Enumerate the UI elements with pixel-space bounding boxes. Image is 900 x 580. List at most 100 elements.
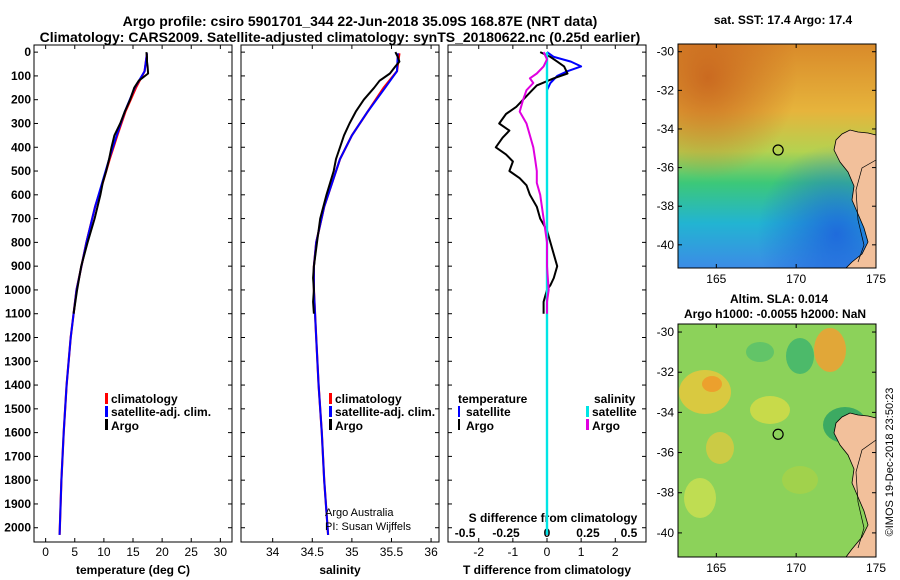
s-tick-label: -0.5 [455,526,476,540]
sst-float-marker [772,144,784,156]
lon-tick-label: 175 [866,561,886,575]
x-tick-label: 0 [42,545,49,559]
panel-frame [33,44,233,543]
x-tick-label: 36 [424,545,438,559]
lat-tick-label: -34 [657,405,675,419]
title-line2: Climatology: CARS2009. Satellite-adjuste… [40,29,641,45]
profile-panel-1: 34 34.5 35 35.5 36 salinity [240,44,440,577]
difference-legend: temperature satellite Argo salinity sate… [458,392,637,433]
sla-blob [684,478,716,518]
legend-t-satellite-label: satellite [466,405,511,419]
lat-tick-label: -40 [657,238,675,252]
sst-land [833,129,877,269]
x-tick-label: 1 [578,545,585,559]
sla-map-frame [677,323,877,558]
sla-blob [702,376,722,392]
legend-climatology-swatch [105,393,108,404]
legend-climatology-label: climatology [111,392,178,406]
depth-tick-label: 100 [11,69,31,83]
sst-map: 165 170 175 -30 -32 -34 -36 -38 -40 [657,43,886,286]
lat-tick-label: -40 [657,526,675,540]
legend-satellite-swatch [105,406,108,417]
x-tick-label: 34.5 [301,545,325,559]
sst-contour [855,159,877,263]
lat-tick-label: -36 [657,446,675,460]
depth-tick-label: 1800 [4,473,31,487]
legend-s-satellite-label: satellite [592,405,637,419]
x-axis-label: T difference from climatology [463,563,631,577]
lat-tick-label: -34 [657,122,675,136]
depth-tick-label: 800 [11,235,31,249]
legend-satellite-label: satellite-adj. clim. [111,405,211,419]
lat-tick-label: -30 [657,45,675,59]
legend-t-satellite-swatch [458,406,460,417]
sla-blob [746,342,774,362]
x-tick-label: 10 [97,545,111,559]
x-tick-label: 35 [345,545,359,559]
sla-blob [782,466,818,494]
depth-tick-label: 1700 [4,449,31,463]
credit-timestamp: ©IMOS 19-Dec-2018 23:50:23 [884,388,896,537]
depth-tick-label: 1100 [5,307,31,321]
series-line-argo [72,51,150,314]
x-tick-label: 15 [126,545,140,559]
lat-tick-label: -38 [657,486,675,500]
profile-panels: 0100200300400500600700800900100011001200… [4,44,647,577]
sla-land [833,412,877,558]
credit-pi: PI: Susan Wijffels [325,521,411,533]
x-tick-label: 0 [544,545,551,559]
sst-map-frame [677,43,877,269]
sla-map-title-line1: Altim. SLA: 0.014 [730,292,828,306]
x-tick-label: 25 [185,545,199,559]
x-tick-label: -1 [508,545,519,559]
sla-blob [679,370,731,414]
legend-argo-swatch [329,419,332,430]
legend-salinity-title: salinity [594,392,636,406]
legend-s-argo-swatch [586,419,589,430]
s-tick-label: 0.5 [621,526,638,540]
temperature-legend: climatology satellite-adj. clim. Argo [105,392,211,433]
lon-tick-label: 165 [706,561,726,575]
depth-tick-label: 600 [11,188,31,202]
x-tick-label: 2 [612,545,619,559]
panel-frame [240,44,440,543]
x-tick-label: -2 [473,545,484,559]
sla-blob [750,396,790,424]
legend-argo-label: Argo [111,419,139,433]
sla-map-title-line2: Argo h1000: -0.0055 h2000: NaN [684,307,866,321]
sst-map-title: sat. SST: 17.4 Argo: 17.4 [714,13,853,27]
series-line-t_argo [494,51,569,314]
depth-tick-label: 1600 [4,426,31,440]
sla-float-marker [772,428,784,440]
legend-t-argo-label: Argo [466,419,494,433]
legend-climatology-swatch [329,393,332,404]
x-tick-label: 35.5 [380,545,404,559]
profile-panel-2: -2 -1 0 1 2 T difference from climatology -0.5… [447,44,647,577]
legend-t-argo-swatch [458,419,460,430]
s-tick-label: 0.25 [576,526,600,540]
depth-tick-label: 200 [11,93,31,107]
sla-blob [706,432,734,464]
lon-tick-label: 170 [786,272,806,286]
depth-tick-label: 1500 [4,402,31,416]
legend-s-argo-label: Argo [592,419,620,433]
x-tick-label: 5 [71,545,78,559]
sla-map: 165 170 175 -30 -32 -34 -36 -38 -40 [657,323,886,575]
sla-blob [814,328,846,372]
depth-tick-label: 500 [11,164,31,178]
legend-satellite-swatch [329,406,332,417]
depth-tick-label: 1200 [4,330,31,344]
top-axis-label: S difference from climatology [469,511,638,525]
x-tick-label: 30 [214,545,228,559]
legend-s-satellite-swatch [586,406,589,417]
lat-tick-label: -30 [657,325,675,339]
s-tick-label: -0.25 [492,526,520,540]
series-line-s_argo [518,51,550,314]
depth-tick-label: 700 [11,212,31,226]
sla-blob [786,338,814,374]
depth-tick-label: 1400 [4,378,31,392]
lat-tick-label: -32 [657,83,675,97]
lat-tick-label: -32 [657,365,675,379]
legend-temperature-title: temperature [458,392,528,406]
x-tick-label: 20 [155,545,169,559]
